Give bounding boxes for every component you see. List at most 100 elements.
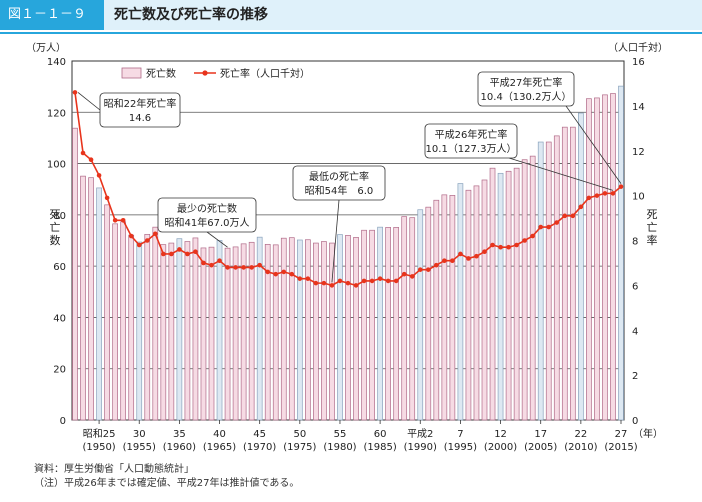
bar-deaths-1950 (96, 187, 102, 421)
bar-deaths-1983 (361, 229, 367, 421)
notes: 資料：厚生労働省「人口動態統計」 （注）平成26年までは確定値、平成27年は推計… (34, 463, 299, 491)
bar-deaths-1999 (489, 167, 496, 421)
bar-deaths-1994 (449, 195, 456, 421)
x-tick-label: 30 (133, 429, 146, 440)
x-tick-label: 12 (494, 429, 507, 440)
figure-header: 図１－１－９ 死亡数及び死亡率の推移 (0, 0, 702, 36)
y-left-tick-label: 40 (53, 313, 66, 324)
bar-deaths-2002 (513, 167, 520, 421)
x-axis-unit: （年） (633, 427, 663, 440)
point-rate-1962 (193, 249, 198, 255)
x-tick-sublabel: (2005) (524, 442, 557, 453)
annotation-line1: 平成27年死亡率 (490, 76, 563, 89)
source-note: 資料：厚生労働省「人口動態統計」 (34, 464, 194, 475)
bar-deaths-2011 (586, 98, 592, 421)
x-tick-label: 40 (213, 429, 226, 440)
header-band (0, 0, 702, 30)
bar-deaths-2000 (497, 172, 504, 421)
deaths-chart: 0 20 40 60 80 100 120 140 0 2 4 6 8 10 12 14 16 （万人） （人口千対… (26, 41, 668, 453)
point-rate-2007 (554, 220, 560, 225)
x-tick-sublabel: (1965) (203, 442, 236, 453)
annotation-line1: 平成26年死亡率 (435, 128, 508, 141)
point-rate-2006 (546, 224, 552, 230)
point-rate-1970 (257, 262, 262, 268)
point-rate-1958 (161, 251, 166, 257)
bar-deaths-1948 (80, 175, 86, 421)
x-tick-sublabel: (1970) (243, 442, 276, 453)
bar-deaths-1968 (240, 243, 247, 421)
bar-deaths-2009 (569, 126, 576, 421)
point-rate-1976 (305, 276, 311, 281)
point-rate-1972 (273, 271, 279, 277)
x-tick-sublabel: (2000) (484, 442, 517, 453)
point-rate-1988 (401, 271, 407, 277)
x-tick-label: 55 (334, 429, 347, 440)
x-tick-sublabel: (1980) (323, 442, 356, 453)
point-rate-1965 (217, 258, 222, 263)
point-rate-1967 (233, 265, 238, 270)
y-left-tick-label: 80 (53, 211, 66, 222)
x-tick-sublabel: (1955) (123, 442, 156, 453)
point-rate-1980 (337, 278, 343, 284)
y-right-unit: （人口千対） (608, 41, 668, 54)
bar-deaths-2005 (537, 141, 544, 421)
x-tick-sublabel: (1985) (363, 442, 396, 453)
annotation-line2: 昭和41年67.0万人 (165, 216, 250, 229)
point-rate-1995 (458, 251, 463, 257)
y-right-tick-label: 2 (632, 371, 638, 382)
y-right-axis-label: 死亡率 (647, 208, 658, 247)
point-rate-1971 (265, 269, 271, 275)
point-rate-2015 (618, 184, 624, 189)
y-right-tick-label: 10 (632, 192, 645, 203)
bar-deaths-1964 (208, 246, 215, 421)
bar-deaths-1977 (313, 242, 319, 421)
point-rate-1959 (169, 251, 174, 257)
annotation-leader (331, 199, 340, 283)
x-tick-label: 35 (173, 429, 186, 440)
y-left-tick-label: 60 (53, 262, 66, 273)
bar-deaths-1955 (136, 241, 143, 421)
bar-deaths-1949 (88, 177, 94, 421)
point-rate-2010 (578, 204, 584, 210)
annotation-box (157, 197, 257, 233)
x-tick-label: 50 (293, 429, 306, 440)
point-rate-2004 (530, 233, 535, 239)
bar-deaths-1962 (192, 237, 199, 421)
x-tick-sublabel: (2010) (564, 442, 597, 453)
bar-deaths-2006 (545, 141, 552, 421)
bar-deaths-1998 (481, 179, 488, 421)
header-rule (0, 32, 702, 34)
bar-deaths-1986 (385, 227, 391, 421)
point-rate-1948 (80, 150, 86, 156)
point-rate-1977 (313, 280, 319, 286)
bar-deaths-1984 (369, 229, 375, 421)
point-rate-1947 (72, 90, 78, 95)
annotation-leader (508, 157, 614, 191)
annotation-leader (206, 231, 228, 248)
x-tick-sublabel: (1990) (404, 442, 437, 453)
point-rate-1985 (377, 276, 383, 281)
y-right-tick-label: 14 (632, 102, 645, 113)
point-rate-1993 (442, 258, 447, 263)
point-rate-1963 (201, 260, 206, 266)
point-rate-1997 (474, 253, 479, 259)
point-rate-1986 (385, 278, 391, 284)
bar-deaths-1967 (232, 246, 239, 421)
bar-deaths-1972 (272, 244, 279, 421)
bar-deaths-1956 (144, 233, 151, 421)
annotation-leader (77, 92, 101, 111)
legend-bar-label: 死亡数 (146, 67, 176, 80)
bar-deaths-1995 (457, 183, 464, 421)
bar-deaths-2014 (610, 93, 616, 421)
bar-deaths-2010 (578, 112, 584, 421)
bar-deaths-1991 (425, 206, 432, 421)
point-rate-1992 (434, 262, 439, 268)
bar-deaths-1947 (72, 127, 78, 421)
y-left-axis-label: 死亡数 (50, 208, 61, 247)
point-rate-1982 (353, 283, 359, 288)
bar-deaths-1997 (473, 185, 480, 421)
annotation-line2: 10.1（127.3万人） (426, 143, 517, 155)
point-rate-1966 (225, 265, 230, 270)
point-rate-1956 (144, 238, 150, 243)
